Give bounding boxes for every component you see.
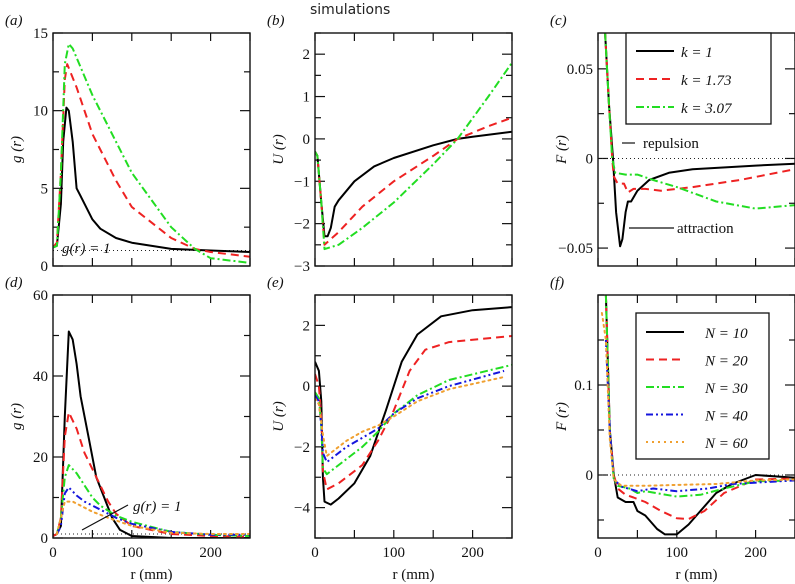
panel-e: (e) U (r) r (mm) 0 100 200 −4 −2 0 2	[267, 275, 513, 583]
panel-label: (b)	[267, 13, 285, 29]
x-tick-label: 200	[744, 545, 767, 561]
x-axis-label: r (mm)	[392, 567, 434, 583]
legend-label: k = 1.73	[681, 73, 732, 89]
series-line-N20	[315, 335, 512, 491]
x-tick-label: 100	[383, 545, 406, 561]
y-axis-label: U (r)	[271, 401, 287, 431]
x-tick-label: 0	[311, 545, 319, 561]
y-tick-label: 2	[303, 47, 311, 63]
series-group	[315, 306, 512, 506]
legend-label: k = 3.07	[681, 101, 733, 117]
series-line-N30	[315, 363, 512, 476]
panel-label: (e)	[267, 275, 284, 291]
series-line-N60	[55, 500, 250, 535]
annotation-label: g(r) = 1	[62, 241, 110, 257]
legend-label: N = 10	[704, 326, 748, 342]
panel-label: (c)	[550, 13, 567, 29]
y-tick-label: 0	[586, 468, 594, 484]
legend-label: N = 20	[704, 354, 748, 370]
series-group	[53, 42, 250, 264]
series-line-N20	[53, 411, 250, 538]
y-tick-label: −1	[294, 174, 310, 190]
legend-label: N = 40	[704, 409, 748, 425]
plot-frame	[52, 294, 251, 539]
series-line-k3.07	[604, 33, 795, 210]
figure-title: simulations	[310, 2, 391, 18]
y-tick-label: 10	[33, 104, 48, 120]
panel-d: (d) g (r) r (mm) 0 100 200 0 20 40 60 g(r) = 1	[5, 275, 251, 583]
series-group	[53, 330, 250, 538]
series-line-N60	[600, 312, 795, 487]
legend-label: k = 1	[681, 45, 713, 61]
series-line-k1.73	[53, 63, 250, 258]
series-line-N40	[604, 339, 795, 493]
series-line-N40	[315, 369, 505, 464]
x-tick-label: 0	[594, 545, 602, 561]
plot-frame	[52, 32, 251, 267]
annotation-repulsion: repulsion	[643, 136, 699, 152]
y-tick-label: −0.05	[558, 241, 593, 257]
series-group	[604, 33, 795, 248]
x-tick-label: 0	[49, 545, 57, 561]
panel-label: (f)	[550, 275, 564, 291]
legend-label: N = 60	[704, 436, 748, 452]
series-line-N10	[604, 295, 795, 536]
y-tick-label: 0	[303, 379, 311, 395]
y-axis-label: g (r)	[9, 136, 25, 163]
plot-frame	[597, 294, 795, 539]
y-tick-label: 2	[303, 318, 311, 334]
y-tick-label: 5	[41, 181, 49, 197]
y-axis-label: g (r)	[9, 403, 25, 430]
x-tick-label: 100	[666, 545, 689, 561]
y-tick-label: 0.1	[574, 378, 593, 394]
panel-c: (c) F (r) −0.05 0 0.05 repulsion attraction k =…	[550, 13, 795, 267]
y-tick-label: 0	[586, 151, 594, 167]
series-line-k1.73	[315, 116, 512, 246]
y-tick-label: 1	[303, 90, 311, 106]
y-tick-label: 0	[41, 531, 49, 547]
y-tick-label: −2	[294, 440, 310, 456]
legend: N = 10 N = 20 N = 30 N = 40 N = 60	[635, 312, 770, 460]
series-group	[600, 295, 795, 536]
legend-label: N = 30	[704, 381, 748, 397]
x-tick-label: 200	[461, 545, 484, 561]
panel-label: (a)	[5, 13, 23, 29]
y-tick-label: 0	[41, 259, 49, 275]
legend-box	[635, 312, 770, 460]
panel-label: (d)	[5, 275, 23, 291]
annotation-label: g(r) = 1	[133, 499, 181, 515]
series-line-k3.07	[315, 62, 512, 251]
y-axis-label: F (r)	[554, 402, 570, 432]
series-line-k3.07	[53, 42, 250, 264]
y-tick-label: −3	[294, 259, 310, 275]
series-line-k1	[315, 130, 512, 238]
x-axis-label: r (mm)	[130, 567, 172, 583]
plot-frame	[314, 32, 513, 267]
x-tick-label: 100	[121, 545, 144, 561]
series-line-N10	[315, 306, 512, 506]
x-axis-label: r (mm)	[675, 567, 717, 583]
legend: k = 1 k = 1.73 k = 3.07	[625, 32, 772, 125]
annotation-attraction: attraction	[677, 221, 734, 237]
series-group	[315, 62, 512, 251]
y-tick-label: −2	[294, 217, 310, 233]
series-line-N60	[315, 376, 506, 457]
y-axis-label: U (r)	[271, 134, 287, 164]
y-tick-label: 15	[33, 26, 48, 42]
plot-frame	[314, 294, 513, 539]
panel-b: (b) U (r) −3 −2 −1 0 1 2	[267, 13, 513, 275]
panel-a: (a) g (r) 0 5 10 15 g(r) = 1	[5, 13, 251, 275]
y-tick-label: 20	[33, 450, 48, 466]
y-tick-label: −4	[294, 501, 310, 517]
y-tick-label: 60	[33, 288, 48, 304]
annotation-leader	[81, 504, 129, 531]
y-tick-label: 40	[33, 369, 48, 385]
series-line-k1	[53, 106, 250, 253]
y-tick-label: 0	[303, 132, 311, 148]
y-axis-label: F (r)	[554, 135, 570, 165]
y-tick-label: 0.05	[567, 62, 593, 78]
x-tick-label: 200	[199, 545, 222, 561]
